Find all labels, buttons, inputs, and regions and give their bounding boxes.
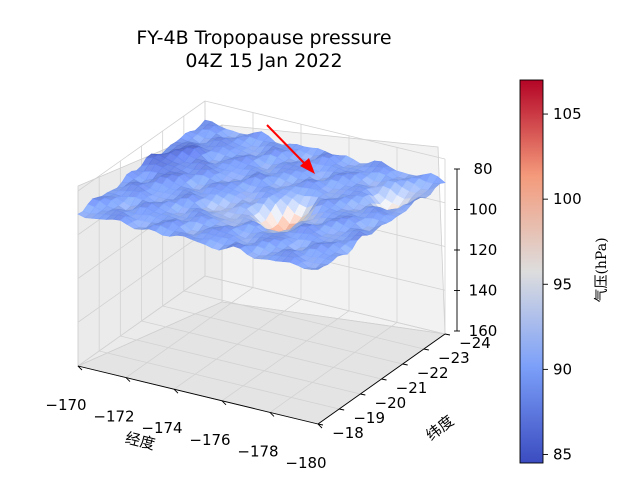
colorbar-tick-label: 85	[553, 445, 572, 463]
y-tick-mark	[381, 378, 387, 381]
colorbar-label: 气压(hPa)	[594, 237, 610, 302]
x-tick-labels: −170 −172 −174 −176 −178 −180	[45, 365, 327, 472]
chart-title-line-2: 04Z 15 Jan 2022	[185, 50, 342, 72]
colorbar-frame	[519, 79, 544, 464]
y-tick-label: −24	[459, 334, 491, 352]
colorbar-tick-label: 105	[553, 105, 582, 123]
surface-plot	[77, 119, 446, 270]
y-tick-mark	[402, 363, 408, 366]
x-tick-mark	[125, 377, 131, 382]
x-tick-mark	[317, 423, 323, 429]
y-tick-label: −20	[375, 394, 407, 412]
z-tick-label: 140	[469, 282, 498, 300]
arrow-shaft	[266, 124, 308, 167]
x-axis-line	[77, 365, 319, 425]
colorbar-ticks: 85 90 95 100 105	[543, 105, 582, 463]
colorbar-gradient	[520, 80, 543, 463]
y-tick-label: −23	[438, 349, 470, 367]
y-tick-mark	[339, 408, 345, 411]
x-tick-mark	[173, 388, 179, 394]
z-tick-labels: 80 100 120 140 160	[454, 160, 497, 340]
z-tick-label: 80	[473, 160, 492, 178]
y-tick-label: −18	[332, 424, 364, 442]
y-tick-label: −21	[396, 379, 428, 397]
y-tick-mark	[444, 333, 451, 336]
x-tick-mark	[77, 365, 83, 371]
x-tick-label: −174	[141, 419, 182, 437]
y-tick-mark	[360, 393, 366, 396]
x-tick-label: −172	[93, 408, 134, 426]
z-tick-label: 160	[469, 322, 498, 340]
y-tick-mark	[317, 423, 324, 426]
x-tick-label: −176	[189, 431, 230, 449]
y-tick-label: −22	[417, 364, 449, 382]
x-tick-mark	[221, 400, 227, 406]
colorbar-tick-label: 95	[553, 275, 572, 293]
y-tick-label: −19	[353, 409, 385, 427]
x-tick-label: −178	[237, 442, 278, 460]
red-arrow-annotation	[266, 124, 315, 174]
y-axis-label: 纬度	[423, 412, 458, 445]
colorbar-tick-label: 100	[553, 190, 582, 208]
z-tick-label: 100	[469, 201, 498, 219]
y-tick-labels: −18−19−20−21−22−23−24	[317, 333, 491, 442]
colorbar: 85 90 95 100 105 气压(hPa)	[519, 79, 610, 464]
colorbar-tick-label: 90	[553, 360, 572, 378]
x-tick-mark	[269, 412, 275, 417]
surface-cell	[310, 266, 324, 270]
x-tick-label: −180	[285, 454, 326, 472]
z-tick-label: 120	[469, 241, 498, 259]
arrow-head	[300, 158, 315, 174]
y-tick-mark	[423, 348, 429, 351]
chart-title-line-1: FY-4B Tropopause pressure	[136, 27, 391, 49]
x-tick-label: −170	[45, 396, 86, 414]
